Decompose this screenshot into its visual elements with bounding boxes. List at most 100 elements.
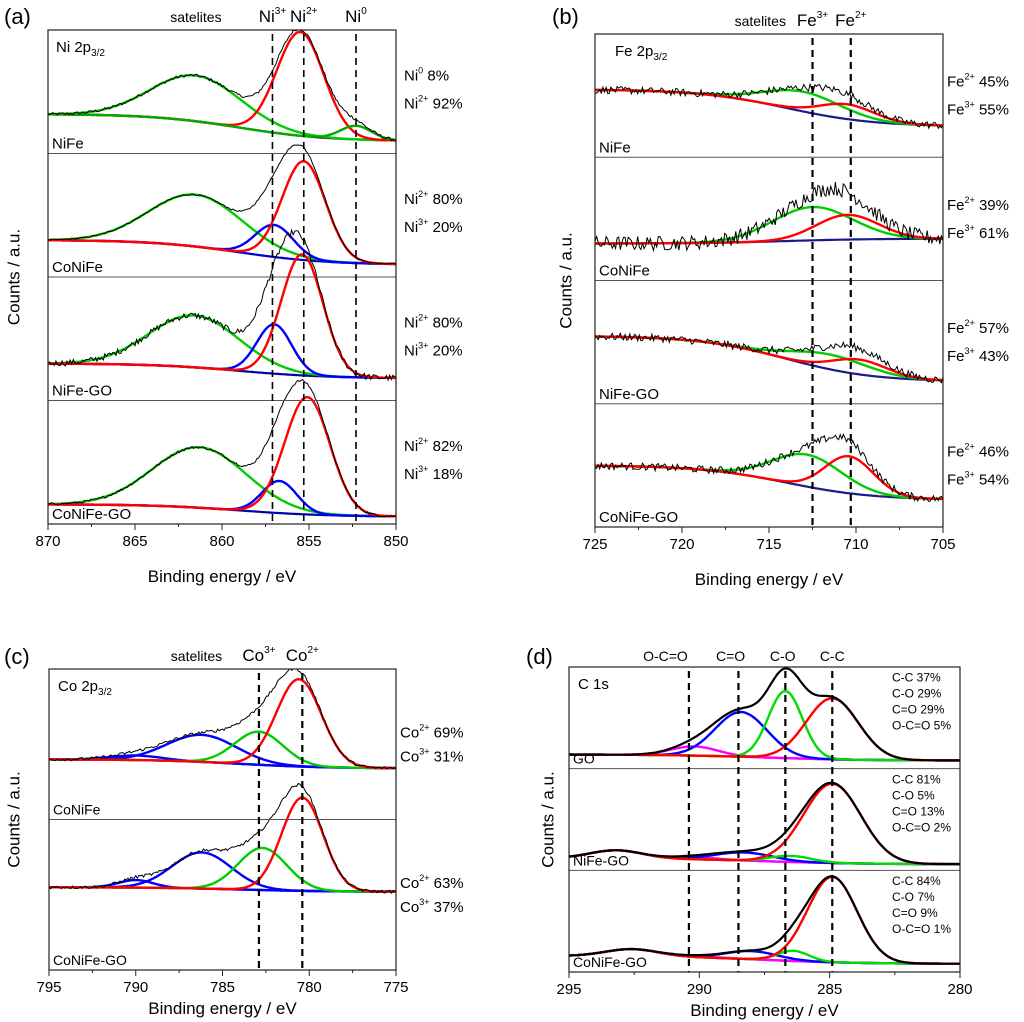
- header-label: Co2+: [286, 645, 319, 665]
- x-tick-label: 280: [947, 981, 972, 998]
- fraction-annotation: O-C=O 2%: [892, 820, 951, 834]
- x-axis-label: Binding energy / eV: [690, 1001, 839, 1020]
- sample-go: [569, 667, 960, 762]
- header-label: satelites: [735, 13, 786, 29]
- fraction-annotation: Ni3+ 20%: [404, 340, 463, 359]
- fraction-annotation: C-O 5%: [892, 788, 935, 802]
- measured-spectrum: [595, 331, 943, 384]
- spectrum-title: Ni 2p3/2: [56, 39, 105, 59]
- x-tick-label: 705: [930, 536, 955, 553]
- fraction-annotation: C=O 13%: [892, 804, 945, 818]
- spectrum-title: Fe 2p3/2: [615, 43, 668, 63]
- x-tick-label: 725: [582, 536, 607, 553]
- fraction-annotation: Fe2+ 57%: [947, 318, 1009, 337]
- fraction-annotation: Co3+ 31%: [400, 746, 464, 765]
- peak-fe2-: [595, 213, 943, 245]
- header-label: satelites: [170, 9, 221, 25]
- panel-c: (c) Counts / a.u. Binding energy / eV satel…: [4, 644, 464, 1018]
- curves: [569, 667, 960, 965]
- x-tick-label: 780: [297, 979, 322, 996]
- fraction-annotation: Fe2+ 39%: [947, 195, 1009, 214]
- peak-ni2-: [48, 395, 396, 518]
- fraction-annotation: C-C 81%: [892, 772, 941, 786]
- sample-nife: [595, 82, 943, 130]
- panel-d: (d) Counts / a.u. Binding energy / eV O-C=O…: [526, 644, 973, 1020]
- spectrum-title: Co 2p3/2: [58, 678, 112, 698]
- sample-label: CoNiFe: [53, 802, 101, 818]
- header-label: Ni3+: [259, 6, 287, 26]
- panel-a: (a) Counts / a.u. Binding energy / eV satel…: [4, 4, 463, 586]
- peak-ni2-: [48, 253, 396, 380]
- measured-spectrum: [569, 781, 960, 866]
- header-label: O-C=O: [643, 648, 688, 664]
- header-label: Co3+: [242, 645, 275, 665]
- sample-conife-go: [48, 378, 396, 518]
- sample-label: NiFe: [52, 136, 84, 153]
- x-tick-label: 285: [817, 981, 842, 998]
- fraction-annotation: Ni2+ 82%: [404, 436, 463, 455]
- sample-conife: [595, 181, 943, 253]
- header-label: C=O: [716, 648, 745, 664]
- spectrum-title: C 1s: [578, 676, 609, 693]
- x-tick-label: 855: [296, 533, 321, 550]
- peak-fe3-: [595, 335, 943, 382]
- measured-spectrum: [569, 667, 960, 762]
- fraction-annotation: C-C 84%: [892, 874, 941, 888]
- measured-spectrum: [595, 82, 943, 130]
- fraction-annotation: Co2+ 69%: [400, 722, 464, 741]
- fraction-annotation: Ni2+ 92%: [404, 93, 463, 112]
- sample-nife-go: [595, 331, 943, 384]
- fraction-annotation: Co2+ 63%: [400, 873, 464, 892]
- measured-spectrum: [595, 181, 943, 253]
- y-axis-label: Counts / a.u.: [539, 771, 558, 867]
- x-tick-label: 720: [669, 536, 694, 553]
- sample-nife: [48, 30, 396, 142]
- x-tick-label: 290: [687, 981, 712, 998]
- fraction-annotation: Ni3+ 20%: [404, 217, 463, 236]
- fraction-annotation: Ni2+ 80%: [404, 312, 463, 331]
- panel-label: (b): [552, 4, 579, 29]
- fraction-annotation: C-O 29%: [892, 687, 942, 701]
- sample-label: CoNiFe: [599, 263, 650, 280]
- sample-conife-go: [49, 782, 396, 895]
- fraction-annotation: Fe2+ 46%: [947, 441, 1009, 460]
- y-axis-label: Counts / a.u.: [5, 771, 24, 867]
- x-axis-label: Binding energy / eV: [695, 570, 844, 589]
- header-label: Fe3+: [797, 10, 828, 30]
- measured-spectrum: [48, 30, 396, 142]
- header-label: Fe2+: [835, 10, 866, 30]
- x-tick-label: 775: [383, 979, 408, 996]
- fraction-annotation: Fe3+ 61%: [947, 223, 1009, 242]
- header-label: Ni0: [345, 6, 367, 26]
- x-axis-label: Binding energy / eV: [148, 567, 297, 586]
- sample-conife: [49, 669, 396, 770]
- x-tick-label: 850: [383, 533, 408, 550]
- panel-label: (d): [526, 644, 553, 669]
- fraction-annotation: C=O 29%: [892, 703, 945, 717]
- sample-label: GO: [573, 751, 595, 767]
- measured-spectrum: [48, 378, 396, 518]
- sample-label: NiFe-GO: [599, 386, 659, 403]
- panel-b: (b) Counts / a.u. Binding energy / eV satel…: [552, 4, 1009, 589]
- peak-fe2-: [595, 455, 943, 501]
- header-label: Ni2+: [290, 6, 318, 26]
- fraction-annotation: O-C=O 5%: [892, 719, 951, 733]
- fraction-annotation: Fe3+ 43%: [947, 346, 1009, 365]
- measured-spectrum: [49, 669, 396, 770]
- y-axis-label: Counts / a.u.: [557, 232, 576, 328]
- header-label: C-O: [770, 648, 796, 664]
- sample-nife-go: [48, 228, 396, 382]
- measured-spectrum: [48, 228, 396, 382]
- x-tick-label: 295: [556, 981, 581, 998]
- header-label: C-C: [820, 648, 845, 664]
- header-label: satelites: [171, 648, 222, 664]
- fraction-annotation: Ni3+ 18%: [404, 464, 463, 483]
- fraction-annotation: Fe2+ 45%: [947, 72, 1009, 91]
- panel-label: (a): [4, 4, 31, 29]
- curves: [49, 669, 396, 895]
- fraction-annotation: Co3+ 37%: [400, 897, 464, 916]
- curves: [48, 30, 396, 518]
- measured-spectrum: [569, 875, 960, 965]
- sample-label: NiFe-GO: [573, 852, 629, 868]
